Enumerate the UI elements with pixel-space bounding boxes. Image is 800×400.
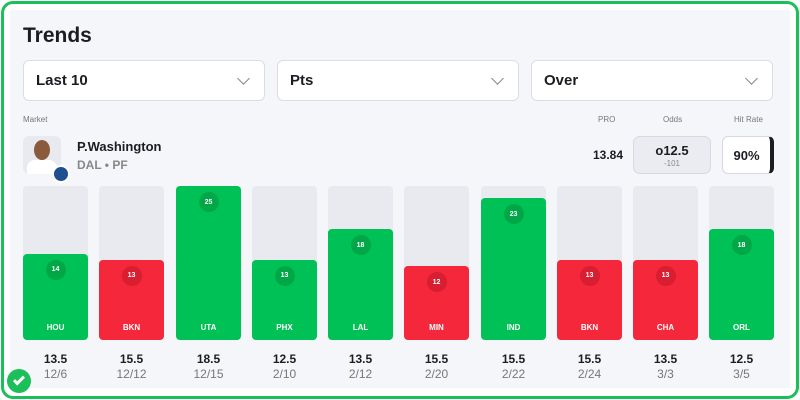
game-value: 12 (426, 272, 447, 293)
pro-value: 13.84 (593, 148, 624, 162)
game-line: 12.5 (729, 352, 754, 366)
game-line: 15.5 (501, 352, 526, 366)
game-bar[interactable]: 13 PHX (252, 259, 317, 340)
game-value: 23 (503, 204, 524, 225)
player-team-position: DAL • PF (77, 158, 128, 172)
hit-rate-value: 90% (722, 136, 774, 174)
game-column: 14 HOU (23, 186, 88, 340)
game-opponent: UTA (200, 323, 217, 332)
game-column: 25 UTA (176, 186, 241, 340)
player-avatar (23, 136, 61, 174)
stat-value: Pts (290, 72, 314, 89)
game-date: 2/24 (577, 367, 602, 381)
player-name[interactable]: P.Washington (77, 139, 162, 154)
game-opponent: ORL (733, 323, 750, 332)
side-dropdown[interactable]: Over (531, 60, 773, 101)
game-date: 2/22 (501, 367, 526, 381)
game-value: 18 (731, 235, 752, 256)
chevron-down-icon (237, 71, 250, 85)
game-value: 13 (579, 265, 600, 286)
game-bar[interactable]: 23 IND (481, 198, 546, 340)
game-column: 18 LAL (328, 186, 393, 340)
odds-price: -101 (663, 159, 680, 168)
game-line: 13.5 (43, 352, 68, 366)
game-date: 12/15 (193, 367, 224, 381)
game-opponent: BKN (122, 323, 141, 332)
game-opponent: IND (506, 323, 521, 332)
game-column: 13 PHX (252, 186, 317, 340)
game-value: 14 (45, 259, 66, 280)
game-opponent: BKN (580, 323, 599, 332)
game-line: 15.5 (577, 352, 602, 366)
game-line: 12.5 (272, 352, 297, 366)
game-value: 13 (274, 265, 295, 286)
game-bar[interactable]: 14 HOU (23, 253, 88, 340)
game-column: 12 MIN (404, 186, 469, 340)
game-opponent: PHX (276, 323, 293, 332)
game-bar[interactable]: 13 BKN (557, 259, 622, 340)
hit-rate-label: Hit Rate (734, 115, 763, 124)
game-date: 12/12 (116, 367, 147, 381)
game-opponent: HOU (46, 323, 65, 332)
chevron-down-icon (745, 71, 758, 85)
page-title: Trends (23, 24, 92, 47)
game-date: 2/12 (348, 367, 373, 381)
game-date: 3/5 (733, 367, 750, 381)
side-value: Over (544, 72, 579, 89)
game-line: 13.5 (653, 352, 678, 366)
game-value: 25 (198, 192, 219, 212)
game-line: 13.5 (348, 352, 373, 366)
game-column: 23 IND (481, 186, 546, 340)
range-dropdown[interactable]: Last 10 (23, 60, 265, 101)
range-value: Last 10 (36, 72, 88, 89)
market-label: Market (23, 115, 48, 124)
game-bar[interactable]: 13 CHA (633, 259, 698, 340)
game-bar[interactable]: 13 BKN (99, 259, 164, 340)
game-bar[interactable]: 25 UTA (176, 186, 241, 340)
game-date: 3/3 (657, 367, 674, 381)
game-column: 18 ORL (709, 186, 774, 340)
game-opponent: LAL (352, 323, 369, 332)
game-bar[interactable]: 18 ORL (709, 229, 774, 340)
game-column: 13 BKN (557, 186, 622, 340)
game-line: 15.5 (119, 352, 144, 366)
game-value: 18 (350, 235, 371, 256)
pro-label: PRO (598, 115, 616, 124)
game-line: 18.5 (196, 352, 221, 366)
game-opponent: CHA (656, 323, 675, 332)
odds-line: o12.5 (655, 143, 689, 158)
team-logo-icon (52, 165, 70, 183)
check-icon (7, 369, 31, 393)
game-bar[interactable]: 12 MIN (404, 266, 469, 340)
game-column: 13 CHA (633, 186, 698, 340)
game-date: 2/10 (272, 367, 297, 381)
chevron-down-icon (491, 71, 504, 85)
game-value: 13 (655, 265, 676, 286)
odds-button[interactable]: o12.5 -101 (633, 136, 711, 174)
game-line: 15.5 (424, 352, 449, 366)
game-bar[interactable]: 18 LAL (328, 229, 393, 340)
game-date: 12/6 (43, 367, 68, 381)
game-column: 13 BKN (99, 186, 164, 340)
game-value: 13 (121, 265, 142, 286)
stat-dropdown[interactable]: Pts (277, 60, 519, 101)
game-opponent: MIN (429, 323, 444, 332)
game-date: 2/20 (424, 367, 449, 381)
odds-label: Odds (663, 115, 683, 124)
